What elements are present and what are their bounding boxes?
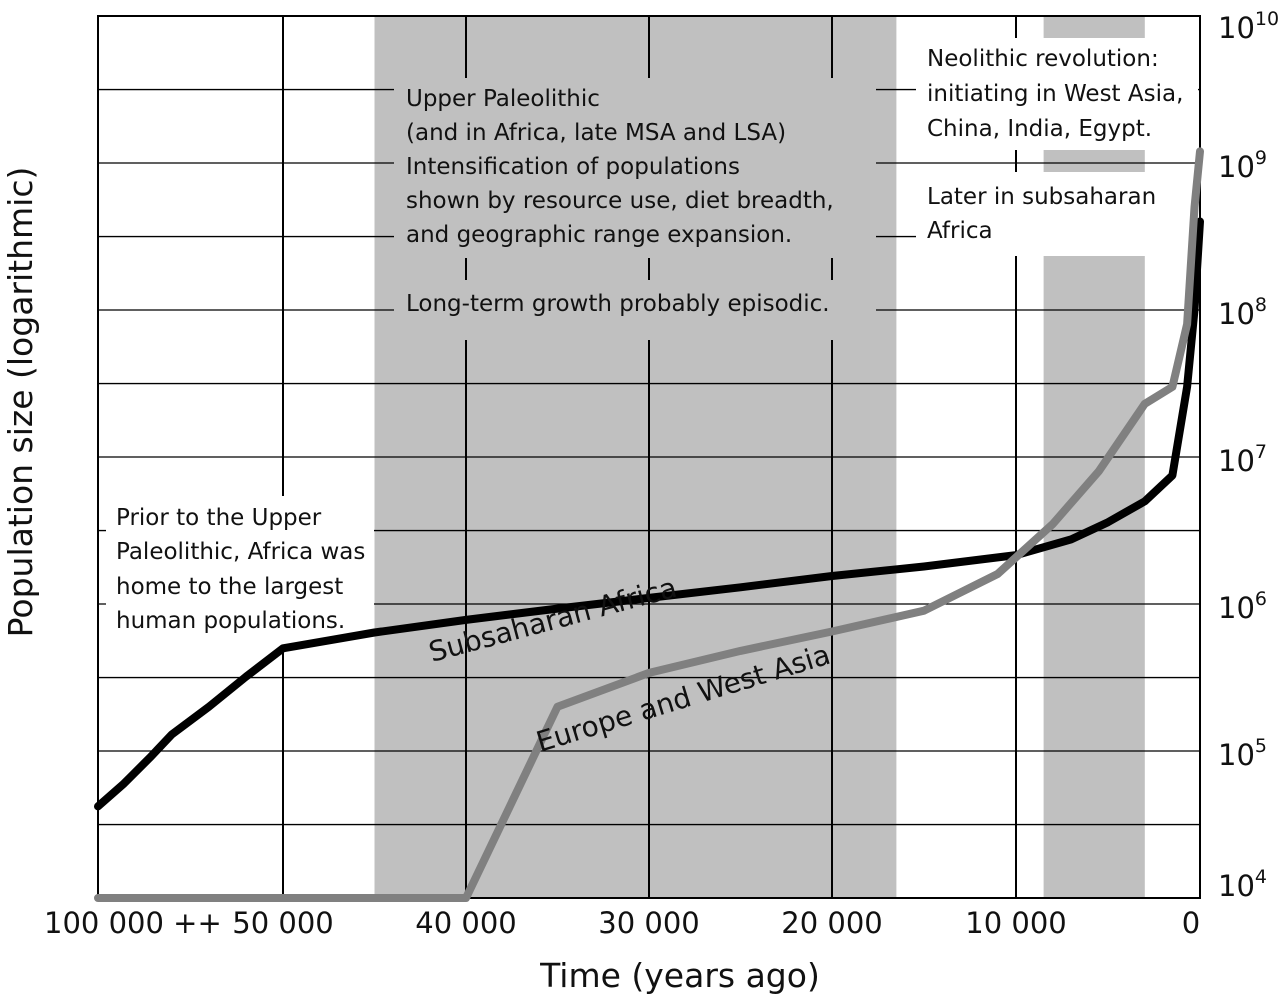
y-tick-base: 10: [1218, 869, 1255, 903]
x-tick-label: 0: [1182, 906, 1200, 940]
y-tick-base: 10: [1218, 150, 1255, 184]
y-tick-exponent: 6: [1255, 588, 1267, 610]
annotation-later-backdrop: [916, 172, 1198, 256]
plot-frame: [97, 15, 1201, 899]
y-tick-base: 10: [1218, 11, 1255, 45]
annotation-upper-paleolithic-line: Intensification of populations: [406, 154, 740, 180]
annotation-neolithic-line: Neolithic revolution:: [927, 46, 1159, 72]
y-tick-base: 10: [1218, 591, 1255, 625]
y-tick-base: 10: [1218, 738, 1255, 772]
series-line-europe-west-asia: [94, 147, 1204, 902]
y-tick-base: 10: [1218, 444, 1255, 478]
y-tick-label: 109: [1218, 147, 1267, 184]
y-tick-exponent: 4: [1255, 866, 1267, 888]
annotation-prior-line: human populations.: [116, 608, 345, 634]
annotation-episodic: Long-term growth probably episodic.: [406, 291, 830, 317]
y-tick-label: 104: [1218, 866, 1267, 903]
y-tick-label: 107: [1218, 441, 1267, 478]
annotation-episodic-backdrop: [394, 280, 876, 340]
x-axis-title: Time (years ago): [539, 956, 820, 995]
y-tick-exponent: 8: [1255, 294, 1267, 316]
y-tick-exponent: 9: [1255, 147, 1267, 169]
annotation-neolithic-line: China, India, Egypt.: [927, 116, 1152, 142]
x-tick-label: 50 000: [232, 906, 333, 940]
annotation-upper-paleolithic-line: (and in Africa, late MSA and LSA): [406, 120, 786, 146]
annotation-episodic-line: Long-term growth probably episodic.: [406, 291, 830, 317]
annotation-later-subsaharan: Later in subsaharan Africa: [927, 184, 1163, 244]
x-tick-label: 30 000: [598, 906, 699, 940]
y-tick-label: 105: [1218, 735, 1267, 772]
annotation-neolithic-backdrop: [916, 38, 1198, 150]
y-tick-label: 108: [1218, 294, 1267, 331]
annotation-neolithic: Neolithic revolution: initiating in West…: [927, 46, 1191, 142]
y-tick-exponent: 7: [1255, 441, 1267, 463]
annotation-prior-backdrop: [106, 496, 374, 652]
annotation-later-line: Later in subsaharan: [927, 184, 1156, 210]
series-lines: [94, 147, 1204, 902]
y-tick-label: 1010: [1218, 8, 1279, 45]
series-line-subsaharan-africa: [94, 217, 1204, 811]
x-tick-label: 100 000 ++: [44, 906, 222, 940]
y-axis-title: Population size (logarithmic): [1, 167, 40, 638]
annotation-upper-paleolithic: Upper Paleolithic (and in Africa, late M…: [406, 86, 841, 248]
y-tick-exponent: 5: [1255, 735, 1267, 757]
annotation-upper-paleolithic-line: shown by resource use, diet breadth,: [406, 188, 834, 214]
annotation-prior-line: Prior to the Upper: [116, 505, 322, 531]
y-tick-base: 10: [1218, 297, 1255, 331]
x-tick-label: 20 000: [781, 906, 882, 940]
annotation-prior-line: home to the largest: [116, 574, 343, 600]
x-tick-label: 10 000: [965, 906, 1066, 940]
y-tick-label: 106: [1218, 588, 1267, 625]
annotation-upper-paleolithic-line: and geographic range expansion.: [406, 222, 792, 248]
annotation-later-line: Africa: [927, 218, 993, 244]
annotations: Upper Paleolithic (and in Africa, late M…: [106, 38, 1198, 652]
annotation-upper-paleolithic-backdrop: [394, 78, 876, 258]
annotation-upper-paleolithic-line: Upper Paleolithic: [406, 86, 600, 112]
annotation-prior-upper-paleolithic: Prior to the Upper Paleolithic, Africa w…: [116, 505, 373, 634]
y-tick-exponent: 10: [1255, 8, 1279, 30]
x-axis-ticks: 100 000 ++ 50 000 40 000 30 000 20 000 10 000…: [44, 906, 1200, 940]
annotation-neolithic-line: initiating in West Asia,: [927, 81, 1183, 107]
annotation-prior-line: Paleolithic, Africa was: [116, 539, 365, 565]
x-tick-label: 40 000: [415, 906, 516, 940]
